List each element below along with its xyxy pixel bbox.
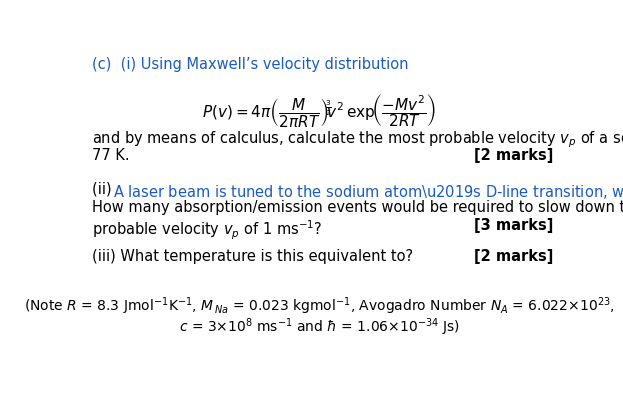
Text: (Note $R$ = 8.3 Jmol$^{-1}$K$^{-1}$, $M_{\,Na}$ = 0.023 kgmol$^{-1}$, Avogadro N: (Note $R$ = 8.3 Jmol$^{-1}$K$^{-1}$, $M_… [24, 295, 615, 317]
Text: [2 marks]: [2 marks] [474, 249, 553, 264]
Text: [3 marks]: [3 marks] [474, 218, 553, 233]
Text: How many absorption/emission events would be required to slow down the atom to a: How many absorption/emission events woul… [92, 200, 623, 215]
Text: A laser beam is tuned to the sodium atom\u2019s D-line transition, where $\omega: A laser beam is tuned to the sodium atom… [113, 182, 623, 203]
Text: (c)  (i) Using Maxwell’s velocity distribution: (c) (i) Using Maxwell’s velocity distrib… [92, 57, 409, 72]
Text: and by means of calculus, calculate the most probable velocity $v_p$ of a sodium: and by means of calculus, calculate the … [92, 129, 623, 150]
Text: 77 K.: 77 K. [92, 148, 130, 163]
Text: (iii) What temperature is this equivalent to?: (iii) What temperature is this equivalen… [92, 249, 414, 264]
Text: $c$ = 3${\times}10^{8}$ ms$^{-1}$ and $\hbar$ = 1.06${\times}10^{-34}$ Js): $c$ = 3${\times}10^{8}$ ms$^{-1}$ and $\… [179, 317, 460, 338]
Text: $P(v) = 4\pi\left(\dfrac{M}{2\pi RT}\right)^{\!\!\frac{3}{2}}\!\! v^{2}\, \exp\!: $P(v) = 4\pi\left(\dfrac{M}{2\pi RT}\rig… [202, 93, 436, 129]
Text: probable velocity $v_p$ of 1 ms$^{-1}$?: probable velocity $v_p$ of 1 ms$^{-1}$? [92, 218, 323, 242]
Text: (ii): (ii) [92, 182, 117, 197]
Text: [2 marks]: [2 marks] [474, 148, 553, 163]
